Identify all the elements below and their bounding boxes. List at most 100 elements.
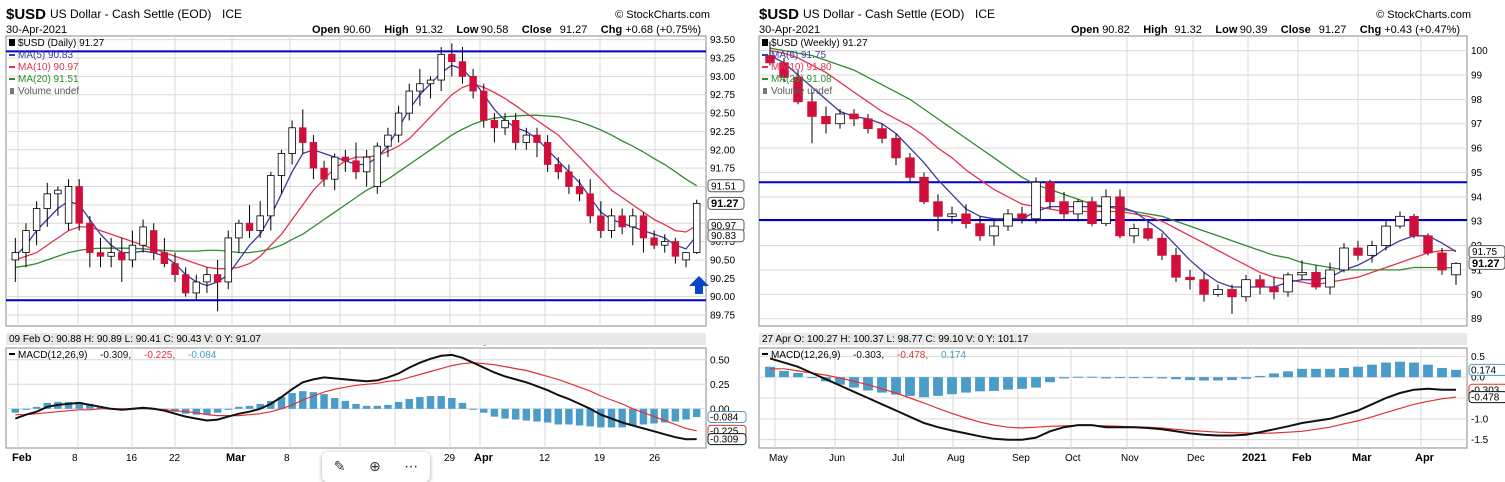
macd-tick-label: 0.25 (710, 380, 730, 391)
macd-histogram-bar (245, 405, 254, 409)
macd-histogram-bar (480, 408, 488, 413)
price-tick-label: 100 (1471, 46, 1488, 57)
annotation-toolbar: ✎ ⊕ ⋯ (322, 452, 430, 482)
candle (352, 160, 360, 173)
macd-histogram-bar (11, 408, 20, 413)
candle (1185, 276, 1195, 281)
ohlc-value: 90.82 (1102, 24, 1130, 36)
candle (1143, 228, 1153, 239)
macd-legend-value: 0.174 (941, 350, 966, 361)
candle (1087, 201, 1097, 225)
macd-legend-value: -0.225, (144, 350, 175, 361)
legend-volume: Volume undef (771, 86, 832, 97)
candle (32, 208, 41, 231)
ohlc-value: +0.68 (+0.75%) (625, 24, 701, 36)
daily-date: 30-Apr-2021 (6, 24, 67, 36)
macd-histogram-bar (1045, 377, 1055, 383)
price-tick-label: 94 (1471, 192, 1483, 203)
macd-histogram-bar (554, 408, 563, 425)
candle (288, 127, 296, 154)
macd-legend-label: MACD(12,26,9) (771, 350, 840, 361)
candle (1353, 247, 1363, 256)
macd-legend-value: -0.084 (188, 350, 217, 361)
macd-histogram-bar (533, 408, 541, 422)
candle (863, 118, 873, 130)
legend-ma5: MA(5) 91.75 (771, 50, 826, 61)
macd-x-tick-label: 2021 (1242, 452, 1266, 464)
candle (650, 237, 658, 246)
macd-histogram-bar (224, 408, 232, 410)
price-tick-label: 93.00 (710, 72, 735, 83)
daily-info-bar (6, 333, 706, 345)
macd-histogram-bar (1311, 368, 1321, 378)
macd-histogram-bar (1353, 366, 1363, 378)
macd-histogram-bar (891, 377, 901, 395)
ohlc-label: Open (1071, 24, 1099, 36)
candle (150, 230, 158, 253)
macd-x-tick-label: Jun (829, 453, 845, 464)
legend-swatch (762, 39, 768, 46)
price-tick-label: 90.75 (710, 237, 735, 248)
candle (919, 176, 929, 203)
ohlc-label: Low (1215, 24, 1237, 36)
macd-tag-label: -0.303 (1471, 385, 1500, 396)
weekly-price-panel: 100999897969594939291908991.7591.27NovDe… (758, 35, 1505, 346)
macd-x-tick-label: 8 (284, 453, 290, 464)
price-tick-label: 90.25 (710, 274, 735, 285)
macd-histogram-bar (458, 402, 467, 409)
macd-histogram-bar (373, 405, 382, 409)
macd-histogram-bar (989, 377, 999, 391)
candle (458, 61, 467, 77)
ma-line-ma10 (769, 49, 1456, 286)
daily-chart: $USD US Dollar - Cash Settle (EOD) ICE ©… (5, 6, 747, 464)
candle (1409, 215, 1419, 237)
pencil-icon[interactable]: ✎ (333, 459, 346, 475)
candle (597, 215, 605, 231)
ohlc-value: 91.27 (1319, 24, 1347, 36)
macd-histogram-bar (1395, 361, 1405, 378)
ohlc-value: 91.32 (1174, 24, 1202, 36)
macd-tick-label: 0.00 (710, 404, 730, 415)
macd-histogram-bar (1297, 368, 1307, 378)
candle (1101, 196, 1111, 225)
macd-histogram-bar (961, 377, 971, 393)
macd-histogram-bar (22, 408, 30, 410)
price-tick-label: 99 (1471, 70, 1483, 81)
macd-histogram-bar (565, 408, 573, 425)
legend-price: $USD (Daily) 91.27 (18, 38, 105, 49)
candle (989, 225, 999, 237)
price-tag-box (707, 196, 745, 210)
candle (320, 167, 328, 180)
macd-tag-box (707, 433, 747, 446)
macd-histogram-bar (1339, 368, 1349, 378)
price-tag-label: 91.51 (711, 181, 736, 192)
ohlc-label: High (1143, 24, 1168, 36)
candle (1311, 271, 1321, 288)
macd-histogram-bar (522, 408, 531, 421)
candle (11, 252, 20, 261)
price-tick-label: 96 (1471, 144, 1483, 155)
candle (586, 193, 594, 217)
candle (245, 222, 254, 231)
macd-histogram-bar (277, 397, 286, 409)
macd-histogram-bar (765, 366, 775, 378)
candle (96, 252, 105, 257)
price-tick-label: 90.50 (710, 255, 735, 266)
macd-signal-line (770, 368, 1457, 435)
macd-tick-label: -1.0 (1471, 414, 1489, 425)
weekly-date: 30-Apr-2021 (759, 24, 820, 36)
candle (793, 77, 803, 103)
candle (1073, 201, 1083, 215)
candle (1325, 269, 1335, 288)
zoom-icon[interactable]: ⊕ (368, 459, 381, 475)
candle (213, 274, 222, 283)
candle (692, 202, 701, 253)
macd-histogram-bar (352, 403, 360, 409)
ohlc-label: High (384, 24, 409, 36)
candle (22, 230, 30, 253)
more-icon[interactable]: ⋯ (404, 459, 419, 475)
candle (299, 127, 307, 143)
macd-histogram-bar (629, 408, 637, 426)
candle (877, 128, 887, 139)
macd-histogram-bar (341, 400, 350, 409)
